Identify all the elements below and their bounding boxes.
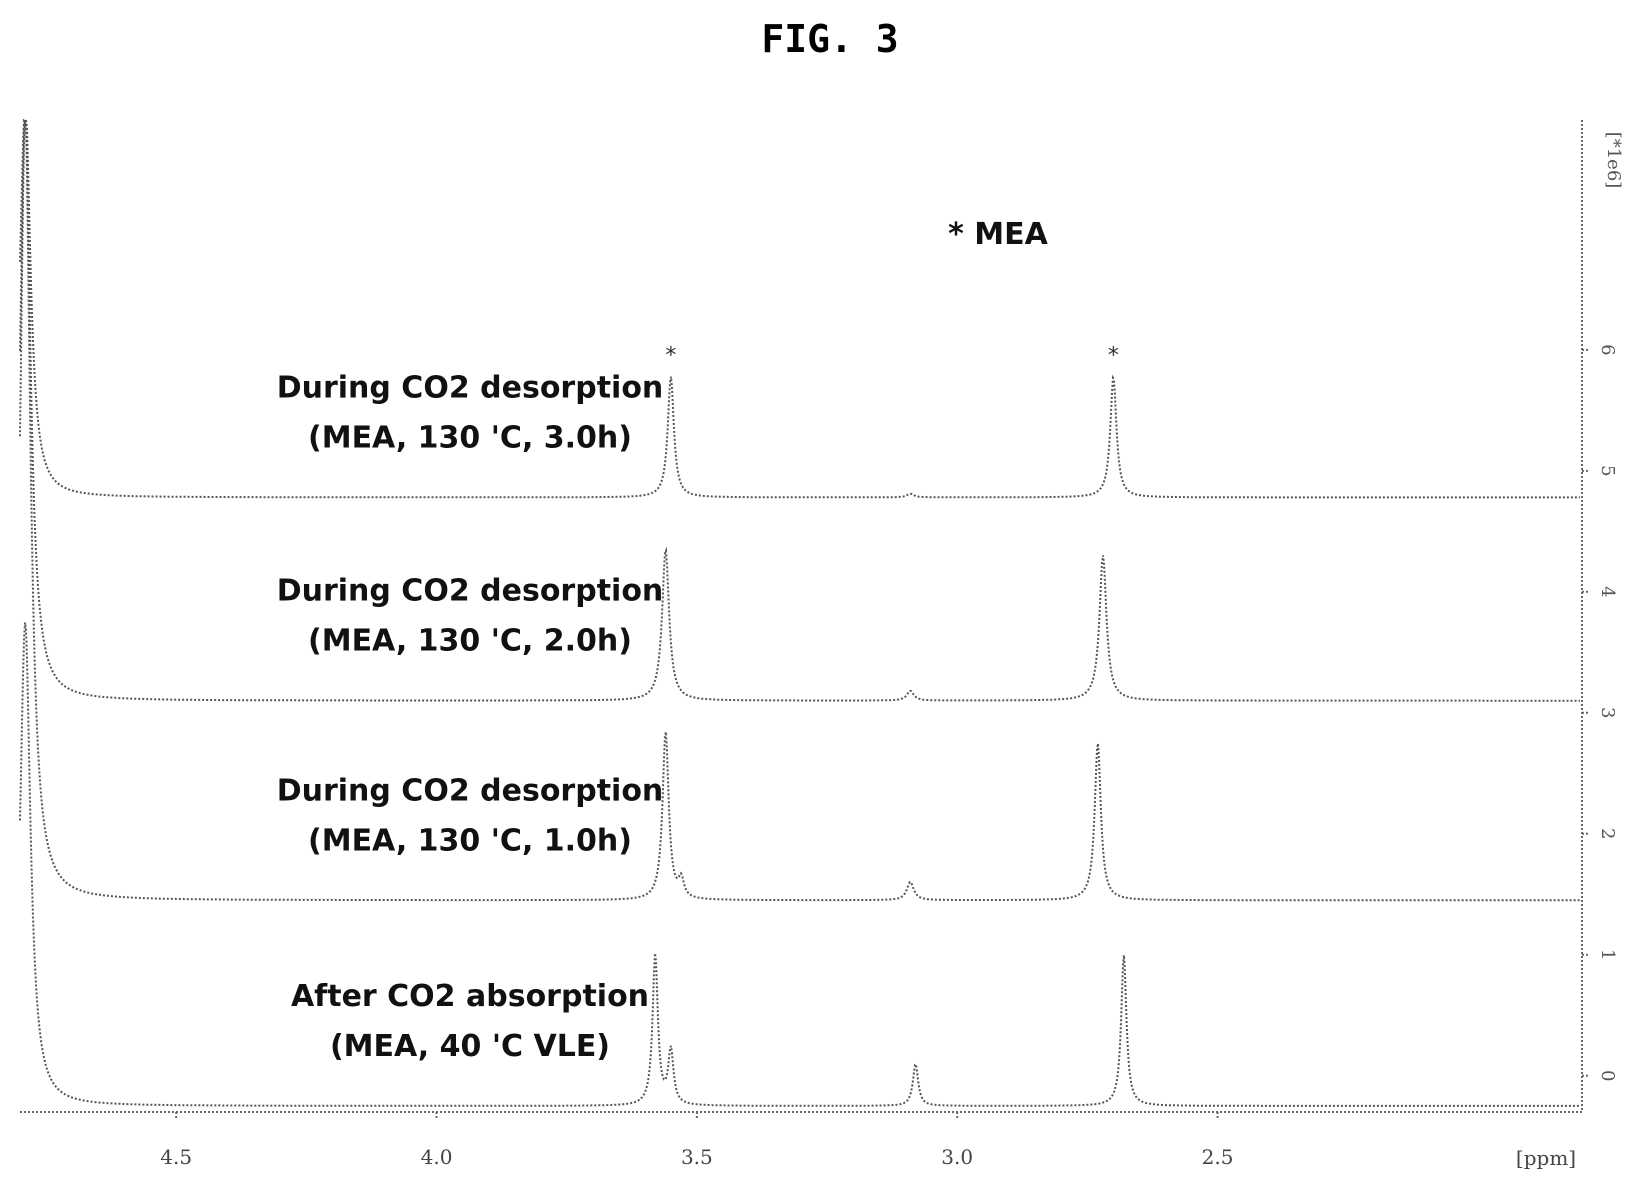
y-tick-label: 5 [1597,465,1618,476]
y-tick-label: 3 [1597,707,1618,718]
spectrum-trace-2 [19,119,1580,902]
y-ticks: 0 1 2 3 4 5 6 [1582,344,1618,1081]
nmr-spectra-plot: 4.5 4.0 3.5 3.0 2.5 0 1 2 3 4 5 6 [ppm] [*1e6] [19,119,1624,1170]
peak-markers: * * [665,343,1119,368]
y-tick-label: 1 [1597,949,1618,960]
legend-note-mea: * MEA [948,217,1048,252]
mea-peak-marker: * [665,343,676,368]
spectrum-label-title-4: During CO2 desorption [277,370,664,405]
spectrum-trace-4 [19,119,1580,499]
y-tick-label: 6 [1597,344,1618,355]
spectrum-label-title-1: After CO2 absorption [291,979,649,1014]
spectrum-label-conditions-3: (MEA, 130 'C, 2.0h) [308,624,632,659]
figure-title: FIG. 3 [761,17,898,61]
spectrum-traces [19,119,1580,1107]
spectrum-trace-1 [19,622,1580,1107]
x-axis-unit-label: [ppm] [1516,1146,1576,1170]
spectrum-label-conditions-4: (MEA, 130 'C, 3.0h) [308,420,632,455]
x-tick-label: 2.5 [1202,1145,1234,1169]
x-tick-label: 4.0 [421,1145,453,1169]
y-tick-label: 0 [1597,1070,1618,1081]
x-tick-label: 3.0 [941,1145,973,1169]
spectrum-label-conditions-2: (MEA, 130 'C, 1.0h) [308,823,632,858]
y-tick-label: 2 [1597,828,1618,839]
spectrum-label-title-3: During CO2 desorption [277,574,664,609]
mea-peak-marker: * [1108,343,1119,368]
spectrum-trace-3 [19,119,1580,702]
y-axis-scale-label: [*1e6] [1603,132,1624,189]
x-ticks: 4.5 4.0 3.5 3.0 2.5 [160,1112,1233,1169]
spectrum-label-conditions-1: (MEA, 40 'C VLE) [330,1029,610,1064]
spectrum-label-title-2: During CO2 desorption [277,773,664,808]
spectrum-labels: After CO2 absorption (MEA, 40 'C VLE) Duri… [277,370,664,1064]
y-tick-label: 4 [1597,586,1618,597]
x-tick-label: 4.5 [160,1145,192,1169]
x-tick-label: 3.5 [681,1145,713,1169]
